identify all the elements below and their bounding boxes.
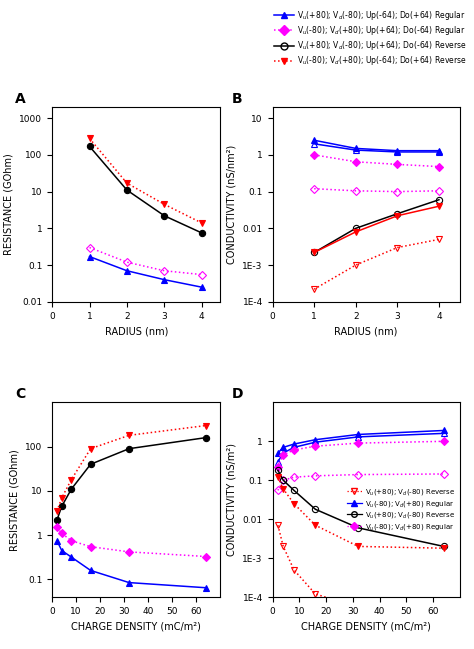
Y-axis label: RESISTANCE (GOhm): RESISTANCE (GOhm) [9, 449, 19, 550]
Text: D: D [231, 387, 243, 402]
Y-axis label: CONDUCTIVITY (nS/m²): CONDUCTIVITY (nS/m²) [227, 443, 237, 556]
Text: A: A [15, 92, 26, 106]
Text: B: B [231, 92, 242, 106]
Legend: V$_u$(+80); V$_d$(-80) Reverse, V$_u$(-80); V$_d$(+80) Regular, V$_u$(+80); V$_d: V$_u$(+80); V$_d$(-80) Reverse, V$_u$(-8… [345, 485, 456, 533]
Y-axis label: RESISTANCE (GOhm): RESISTANCE (GOhm) [4, 154, 14, 255]
Text: C: C [15, 387, 26, 402]
Legend: V$_u$(+80); V$_d$(-80); Up(-64); Do(+64) Regular, V$_u$(-80); V$_d$(+80); Up(+64: V$_u$(+80); V$_d$(-80); Up(-64); Do(+64)… [273, 7, 468, 69]
X-axis label: CHARGE DENSITY (mC/m²): CHARGE DENSITY (mC/m²) [301, 621, 431, 631]
X-axis label: RADIUS (nm): RADIUS (nm) [105, 326, 168, 336]
X-axis label: CHARGE DENSITY (mC/m²): CHARGE DENSITY (mC/m²) [72, 621, 201, 631]
Y-axis label: CONDUCTIVITY (nS/nm²): CONDUCTIVITY (nS/nm²) [227, 145, 237, 264]
X-axis label: RADIUS (nm): RADIUS (nm) [335, 326, 398, 336]
